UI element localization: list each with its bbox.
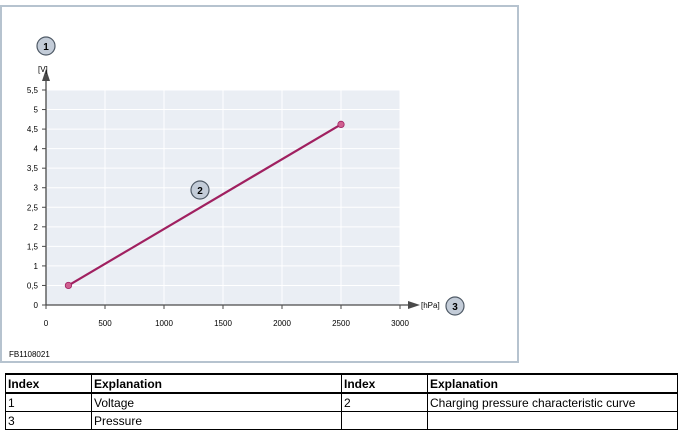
curve-index-callout: 2: [190, 180, 210, 200]
legend-cell: [341, 411, 428, 430]
y-tick-label: 1: [34, 262, 39, 271]
legend-header-row: Index Explanation Index Explanation: [5, 373, 678, 394]
y-tick-label: 3,5: [27, 164, 39, 173]
x-index-label: 3: [452, 302, 458, 313]
x-tick-label: 1500: [214, 319, 232, 328]
y-tick-label: 2,5: [27, 203, 39, 212]
y-tick-label: 1,5: [27, 242, 39, 251]
series-point: [64, 281, 73, 290]
legend-cell: Charging pressure characteristic curve: [427, 392, 678, 412]
x-tick-label: 2500: [332, 319, 350, 328]
y-tick-label: 5: [34, 106, 39, 115]
legend-header-index: Index: [341, 373, 428, 394]
chart-svg: 0 500 1000 1500 2000 2500 3000 0 0,5 1 1,5 2 2,5 3 3,5…: [0, 5, 519, 363]
y-tick-label: 0: [34, 301, 39, 310]
legend-cell: 1: [5, 392, 92, 412]
x-tick-label: 3000: [391, 319, 409, 328]
curve-index-label: 2: [197, 186, 203, 197]
series-point: [337, 120, 345, 129]
x-tick-label: 1000: [155, 319, 173, 328]
series-layer: [64, 120, 345, 290]
y-index-callout: 1: [36, 36, 56, 56]
y-tick-label: 0,5: [27, 281, 39, 290]
chart-figure: 0 500 1000 1500 2000 2500 3000 0 0,5 1 1,5 2 2,5 3 3,5…: [0, 5, 519, 363]
legend-cell: 3: [5, 411, 92, 430]
y-tick-label: 5,5: [27, 86, 39, 95]
legend-row: 3 Pressure: [5, 411, 678, 430]
x-tick-label: 0: [44, 319, 49, 328]
x-unit-label: [hPa]: [421, 301, 440, 310]
grid-lines: [46, 89, 401, 305]
legend-table: Index Explanation Index Explanation 1 Vo…: [5, 373, 678, 430]
legend-cell: Pressure: [91, 411, 342, 430]
y-tick-label: 2: [34, 223, 39, 232]
legend-cell: Voltage: [91, 392, 342, 412]
series-line: [67, 123, 342, 287]
y-index-label: 1: [43, 42, 49, 53]
y-tick-label: 4: [34, 145, 39, 154]
legend-header-index: Index: [5, 373, 92, 394]
x-index-callout: 3: [445, 296, 465, 316]
y-tick-label: 4,5: [27, 125, 39, 134]
figure-code: FB1108021: [9, 350, 50, 359]
legend-row: 1 Voltage 2 Charging pressure characteri…: [5, 392, 678, 412]
y-axis-arrow: [42, 69, 50, 81]
x-axis-arrow: [408, 301, 420, 309]
legend-cell: 2: [341, 392, 428, 412]
x-tick-label: 2000: [273, 319, 291, 328]
legend-header-explanation: Explanation: [91, 373, 342, 394]
axes: [42, 69, 420, 309]
y-unit-label: [V]: [38, 65, 48, 74]
tick-labels: 0 500 1000 1500 2000 2500 3000 0 0,5 1 1,5 2 2,5 3 3,5…: [27, 86, 410, 328]
y-tick-label: 3: [34, 184, 39, 193]
legend-cell: [427, 411, 678, 430]
x-tick-label: 500: [98, 319, 112, 328]
legend-header-explanation: Explanation: [427, 373, 678, 394]
